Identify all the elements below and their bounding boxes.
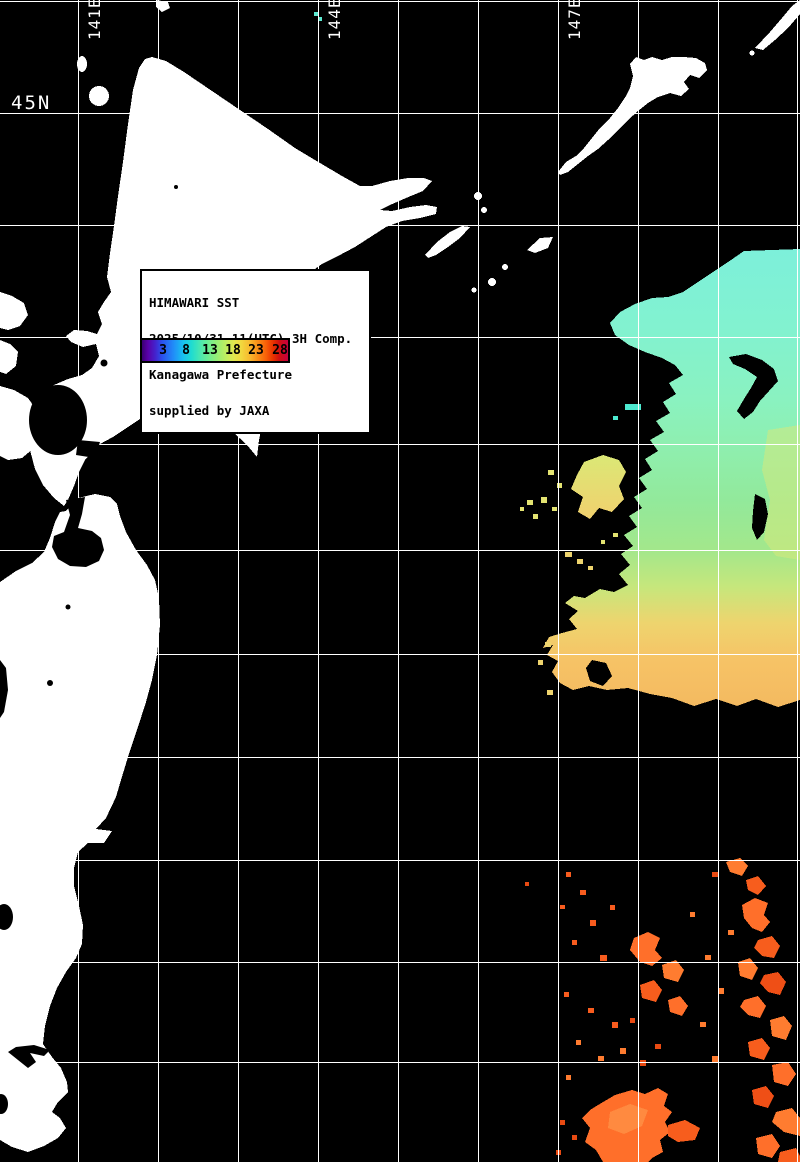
island-kunashiri [425,226,470,258]
cloud-blob-west1 [0,292,28,330]
islet [481,207,487,213]
islet [488,278,496,286]
water-over-land-layer [0,185,178,1114]
lake [174,185,178,189]
legend-org: Kanagawa Prefecture [149,367,292,382]
lake-towada [47,680,53,686]
island-rebun [77,56,87,72]
cloud-speck-top [156,0,170,12]
funka-bay-mouth [76,440,100,458]
islet [471,287,477,293]
colorbar-tick: 3 [159,343,167,358]
lake [65,343,71,349]
sst-yellowgreen-streak [762,425,800,560]
sst-teal-dot [613,416,618,420]
sst-teal-speck-top [314,12,319,16]
colorbar-tick: 8 [182,343,190,358]
colorbar-tick: 18 [225,343,241,358]
island-shikotan [527,237,553,253]
colorbar-tick: 28 [272,343,288,358]
lon-label-141e: 141E [85,0,104,40]
coast-inlet [0,904,13,930]
colorbar-tick: 13 [202,343,218,358]
sst-teal-speck-top2 [318,17,322,21]
cloud-blob-west2 [0,340,18,374]
sst-yellow-specks [520,470,618,544]
mutsu-bay [52,497,104,567]
funka-bay [29,385,87,455]
sst-yellow-blob-cluster [571,455,626,519]
sst-sand-specks [538,552,593,695]
lat-label-45n: 45N [11,92,52,114]
islet [502,264,508,270]
land-honshu [0,494,160,1152]
island-iturup [558,57,707,175]
islet [749,50,755,56]
tokyo-bay [0,1094,8,1114]
lake [65,604,71,610]
cloud-blob-west3 [0,386,40,460]
lon-label-147e: 147E [565,0,584,40]
legend-supplier: supplied by JAXA [149,403,270,418]
island-urup-corner [755,0,800,50]
colorbar: 3 8 13 18 23 28 [140,338,290,363]
lon-label-144e: 144E [325,0,344,40]
legend-title: HIMAWARI SST [149,295,240,310]
islet [474,192,482,200]
sst-teal-dash [625,404,641,410]
sst-field-northeast [543,249,800,707]
coast-sliver-west [0,660,8,718]
colorbar-tick: 23 [248,343,264,358]
island-rishiri [89,86,109,106]
kasumigaura [8,1045,50,1068]
lake-toya [100,359,108,367]
